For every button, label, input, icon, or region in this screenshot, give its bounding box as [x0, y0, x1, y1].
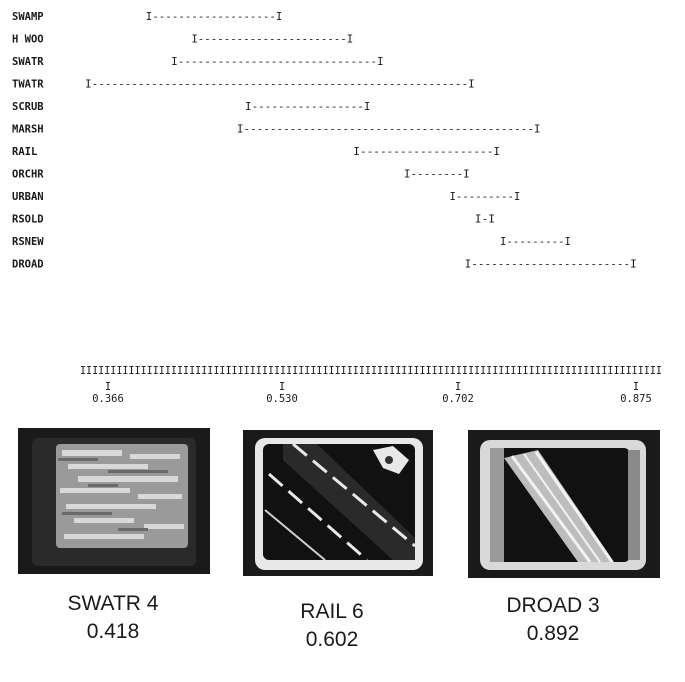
rail-photo — [243, 430, 433, 576]
range-row: RSNEW I---------I — [12, 235, 571, 248]
category-label: SWAMP — [12, 11, 44, 23]
category-label: RSNEW — [12, 236, 44, 248]
swatr-caption-value: 0.418 — [86, 620, 140, 644]
droad-caption-value: 0.892 — [526, 622, 580, 646]
tick-label: 0.875 — [620, 393, 652, 405]
category-label: DROAD — [12, 259, 44, 271]
category-label: SCRUB — [12, 101, 44, 113]
tick-mark: I — [455, 381, 461, 393]
swatr-caption: SWATR 4 0.418 — [8, 590, 218, 647]
swatr-photo — [18, 428, 210, 574]
swatr-caption-label: SWATR 4 — [67, 592, 159, 615]
range-bar: I---------------------------------------… — [237, 123, 541, 136]
range-row: TWATR I----------------------------------… — [12, 78, 475, 91]
range-bar: I------------------------------I — [171, 55, 384, 68]
range-row: RSOLD I-I — [12, 213, 495, 226]
droad-caption: DROAD 3 0.892 — [448, 592, 658, 649]
range-row: MARSH I----------------------------------… — [12, 123, 541, 136]
rail-caption-value: 0.602 — [305, 628, 359, 652]
rail-caption: RAIL 6 0.602 — [227, 598, 437, 655]
category-label: H WOO — [12, 34, 44, 46]
range-bar: I---------I — [449, 190, 520, 203]
range-bar: I-----------------------I — [191, 33, 353, 46]
droad-caption-label: DROAD 3 — [506, 594, 600, 617]
range-row: H WOO I-----------------------I — [12, 33, 353, 46]
tick-label: 0.702 — [442, 393, 474, 405]
range-bar: I--------I — [404, 168, 470, 181]
range-bar: I-------------------I — [146, 10, 283, 23]
range-bar: I-I — [475, 213, 495, 226]
droad-photo — [468, 430, 660, 578]
range-bar: I------------------------I — [465, 258, 637, 271]
tick-label: 0.366 — [92, 393, 124, 405]
range-row: RAIL I--------------------I — [12, 145, 500, 158]
axis-tick-marks: IIIIIIIIIIIIIIIIIIIIIIIIIIIIIIIIIIIIIIII… — [80, 365, 662, 377]
category-label: ORCHR — [12, 169, 44, 181]
category-label: SWATR — [12, 56, 44, 68]
range-bar: I---------------------------------------… — [85, 78, 475, 91]
range-bar: I-----------------I — [245, 100, 371, 113]
range-row: URBAN I---------I — [12, 190, 520, 203]
category-label: RSOLD — [12, 214, 44, 226]
tick-label: 0.530 — [266, 393, 298, 405]
divided-road-aerial-icon — [468, 430, 660, 578]
tick-mark: I — [633, 381, 639, 393]
tick-mark: I — [279, 381, 285, 393]
tick-mark: I — [105, 381, 111, 393]
range-bar: I--------------------I — [353, 145, 500, 158]
range-chart: SWAMP I-------------------I H WOO I--------… — [12, 10, 662, 405]
railroad-aerial-icon — [243, 430, 433, 576]
rail-caption-label: RAIL 6 — [300, 600, 364, 623]
range-row: SWATR I------------------------------I — [12, 55, 384, 68]
range-row: ORCHR I--------I — [12, 168, 470, 181]
range-row: SWAMP I-------------------I — [12, 10, 282, 23]
category-label: RAIL — [12, 146, 37, 158]
range-row: SCRUB I-----------------I — [12, 100, 370, 113]
range-row: DROAD I------------------------I — [12, 258, 637, 271]
water-texture-icon — [18, 428, 210, 574]
category-label: URBAN — [12, 191, 44, 203]
category-label: MARSH — [12, 124, 44, 136]
range-bar: I---------I — [500, 235, 571, 248]
category-label: TWATR — [12, 79, 44, 91]
range-rows: SWAMP I-------------------I H WOO I--------… — [12, 10, 637, 271]
